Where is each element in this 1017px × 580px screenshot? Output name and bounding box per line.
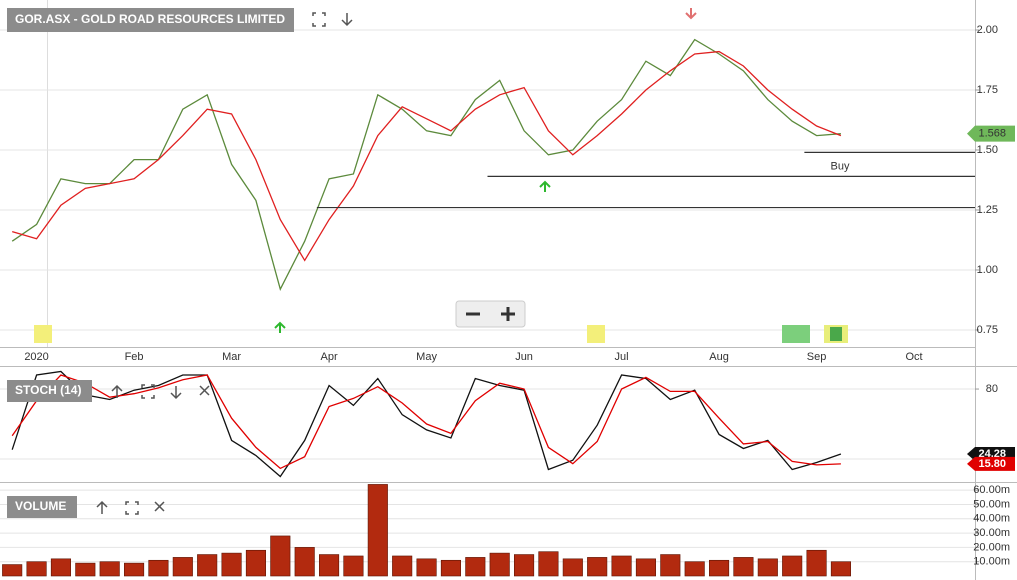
volume-bar [2, 564, 23, 577]
panel-title: STOCH (14) [15, 383, 81, 397]
y-tick-label: 30.00m [973, 527, 1010, 539]
volume-bar [294, 547, 315, 577]
series-line [11, 374, 841, 470]
volume-bar [99, 561, 120, 577]
x-tick-label: Apr [321, 351, 338, 363]
y-tick-label: 1.50 [977, 144, 998, 156]
volume-bar [830, 561, 851, 577]
volume-bar [635, 558, 656, 577]
volume-bar [514, 554, 535, 577]
last-value-label: 1.568 [978, 128, 1006, 140]
y-tick-label: 60.00m [973, 484, 1010, 496]
volume-bar [684, 561, 705, 577]
y-tick-label: 0.75 [977, 324, 998, 336]
volume-bar [611, 555, 632, 577]
panel-title: VOLUME [15, 499, 66, 513]
note-icons[interactable] [34, 325, 848, 343]
volume-bar [782, 555, 803, 577]
x-tick-label: Jul [615, 351, 629, 363]
stoch-box [7, 380, 92, 402]
volume-bar [465, 557, 486, 577]
volume-bar [587, 557, 608, 577]
y-tick-label: 1.25 [977, 204, 998, 216]
volume-bar [440, 559, 461, 577]
last-value-label: 15.80 [978, 458, 1006, 470]
x-tick-label: Oct [906, 351, 923, 363]
y-tick-label: 50.00m [973, 498, 1010, 510]
last-value-tag [967, 456, 1015, 471]
stoch-toolbar[interactable] [111, 384, 210, 400]
x-tick-label: Feb [125, 351, 144, 363]
volume-bar [562, 558, 583, 577]
series-line [12, 50, 842, 262]
volume-bar [148, 559, 169, 577]
volume-bar [538, 551, 559, 577]
series-line [11, 370, 842, 478]
y-tick-label: 40.00m [973, 513, 1010, 525]
x-tick-label: May [416, 351, 437, 363]
volume-toolbar[interactable] [96, 500, 165, 515]
volume-bar [416, 558, 437, 577]
signal-arrows [274, 8, 697, 333]
x-tick-label: Jun [515, 351, 533, 363]
x-tick-label: 2020 [24, 351, 48, 363]
volume-bar [392, 555, 413, 577]
volume-bar [757, 558, 778, 577]
volume-bar [124, 562, 145, 577]
volume-bar [367, 484, 388, 577]
volume-bar [221, 552, 242, 577]
title-box [7, 8, 294, 32]
x-tick-label: Sep [807, 351, 827, 363]
volume-bar [733, 557, 754, 577]
y-tick-label: 20.00m [973, 541, 1010, 553]
volume-bar [270, 535, 291, 577]
series-line [11, 38, 841, 291]
volume-bar [709, 559, 730, 577]
volume-bar [172, 557, 193, 577]
y-tick-label: 10.00m [973, 556, 1010, 568]
last-value-tag [967, 125, 1015, 142]
volume-bar [489, 552, 510, 577]
y-tick-label: 80 [986, 383, 998, 395]
volume-bar [50, 558, 71, 577]
volume-bar [319, 554, 340, 577]
zoom-controls[interactable] [455, 300, 526, 328]
x-tick-label: Mar [222, 351, 241, 363]
x-tick-label: Aug [709, 351, 729, 363]
volume-bar [197, 554, 218, 577]
volume-bar [343, 555, 364, 577]
volume-bar [75, 562, 96, 577]
y-tick-label: 2.00 [977, 24, 998, 36]
volume-bar [26, 561, 47, 577]
toolbar[interactable] [312, 12, 353, 27]
volume-bar [245, 549, 266, 577]
volume-bar [806, 549, 827, 577]
y-tick-label: 1.75 [977, 84, 998, 96]
chart-title: GOR.ASX - GOLD ROAD RESOURCES LIMITED [15, 12, 285, 26]
y-tick-label: 1.00 [977, 264, 998, 276]
volume-bar [660, 554, 681, 577]
volume-box [7, 496, 77, 518]
annotation: Buy [831, 160, 850, 172]
